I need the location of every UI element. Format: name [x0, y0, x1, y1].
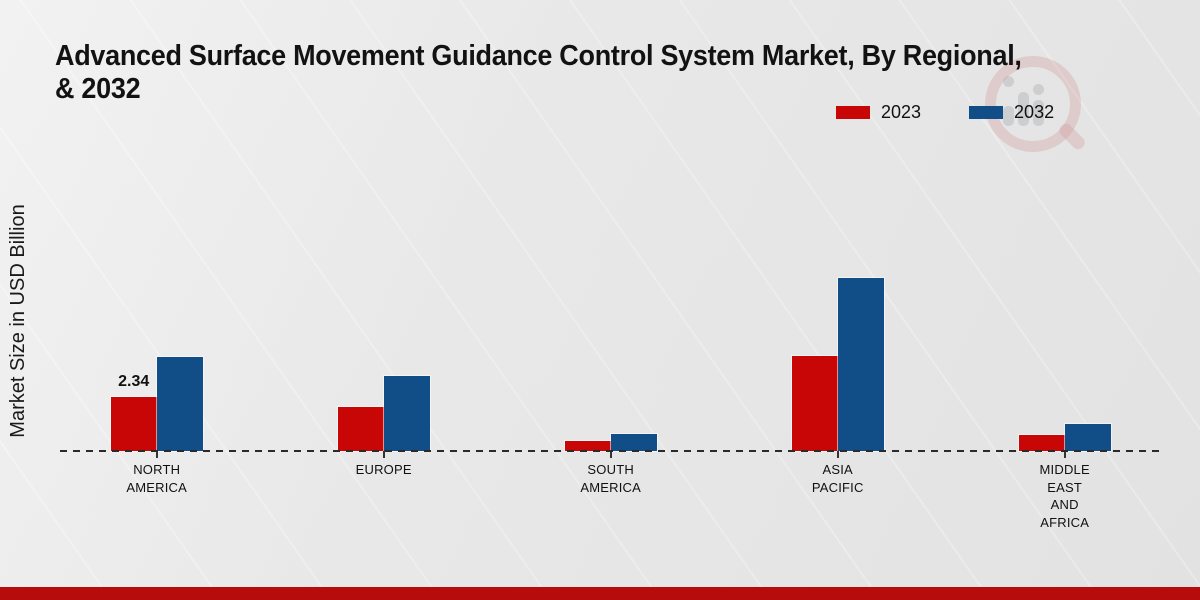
- axis-tick-north-america: [155, 451, 158, 458]
- category-label-north-america: NORTH AMERICA: [126, 462, 188, 495]
- bar-2023-middle-east-and-africa: [1018, 435, 1065, 451]
- category-label-europe: EUROPE: [355, 462, 412, 477]
- bar-2023-asia-pacific: [791, 355, 838, 451]
- legend-swatch-2032: [969, 106, 1004, 119]
- brand-watermark-logo: [985, 56, 1088, 152]
- bar-2032-south-america: [610, 434, 657, 451]
- chart-title: Advanced Surface Movement Guidance Contr…: [55, 40, 1200, 106]
- axis-tick-europe: [382, 451, 385, 458]
- bar-2023-north-america: [110, 397, 157, 451]
- chart-title-line1: Advanced Surface Movement Guidance Contr…: [55, 40, 1022, 72]
- bar-2023-south-america: [564, 441, 611, 451]
- chart-legend: 2023 2032: [836, 102, 1054, 123]
- legend-label-2032: 2032: [1014, 102, 1055, 122]
- x-axis-baseline: [60, 450, 1160, 452]
- legend-swatch-2023: [836, 106, 870, 119]
- axis-tick-south-america: [609, 451, 612, 458]
- category-label-middle-east-and-africa: MIDDLE EAST AND AFRICA: [1039, 462, 1090, 530]
- axis-tick-middle-east-and-africa: [1063, 451, 1066, 458]
- bar-chart: NORTH AMERICA EUROPE SOUTH AMERICA ASIA PACIFI…: [60, 150, 1160, 530]
- magnifier-ring-icon: [985, 56, 1081, 152]
- bar-2032-asia-pacific: [837, 277, 884, 451]
- legend-item-2023: 2023: [836, 102, 921, 123]
- axis-tick-asia-pacific: [836, 451, 839, 458]
- category-label-asia-pacific: ASIA PACIFIC: [811, 462, 864, 495]
- chart-title-line2: & 2032: [55, 73, 141, 105]
- legend-label-2023: 2023: [881, 102, 922, 122]
- bar-value-label: 2.34: [118, 373, 150, 390]
- footer-accent-bar: [0, 587, 1200, 600]
- bar-2032-europe: [383, 375, 430, 451]
- bar-2023-europe: [337, 406, 384, 451]
- bar-2032-middle-east-and-africa: [1064, 423, 1111, 451]
- category-label-south-america: SOUTH AMERICA: [580, 462, 642, 495]
- y-axis-label: Market Size in USD Billion: [7, 204, 29, 438]
- legend-item-2032: 2032: [969, 102, 1054, 123]
- bar-2032-north-america: [156, 357, 203, 451]
